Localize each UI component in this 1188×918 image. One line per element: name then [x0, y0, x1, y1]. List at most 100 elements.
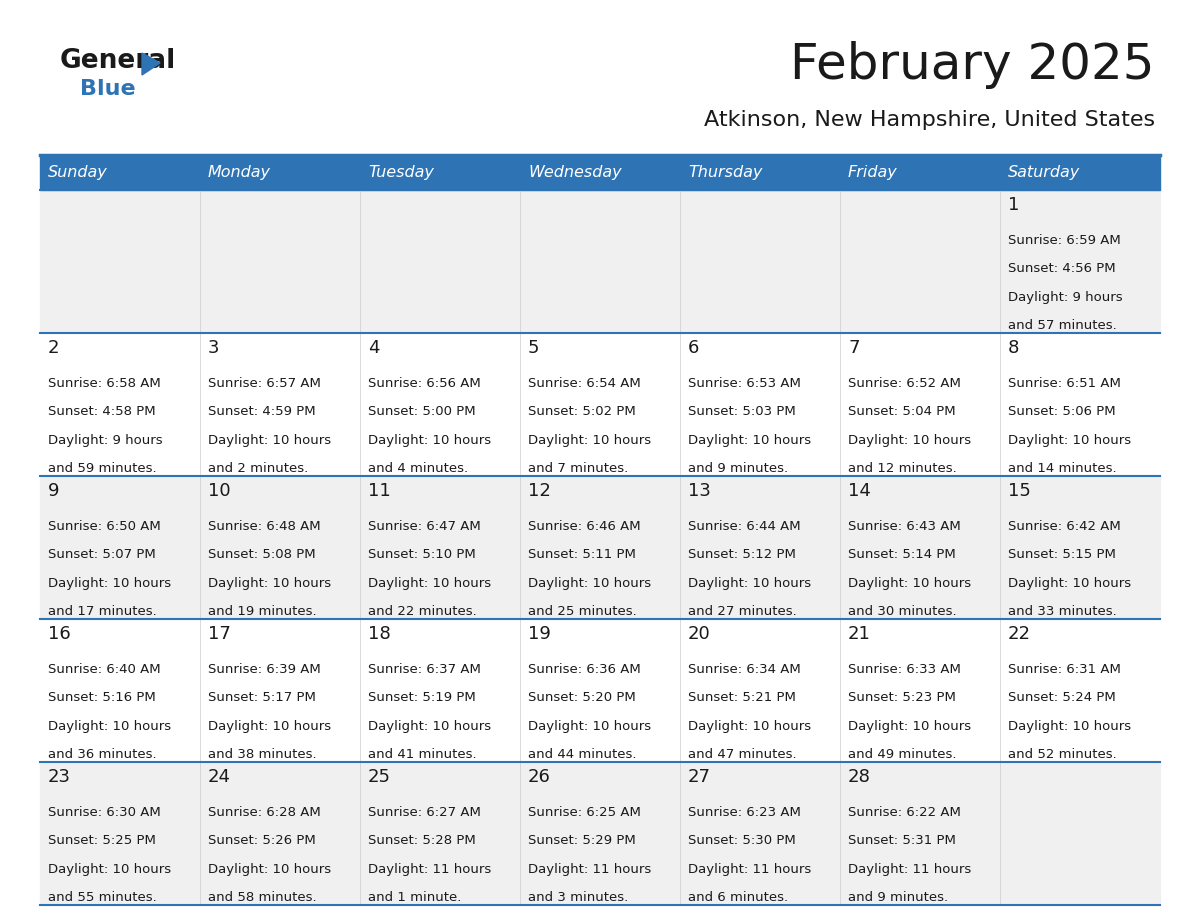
Text: Sunset: 5:07 PM: Sunset: 5:07 PM: [48, 548, 156, 561]
Bar: [1000, 476, 1159, 619]
Bar: [40, 155, 200, 190]
Bar: [360, 619, 520, 762]
Text: Sunrise: 6:58 AM: Sunrise: 6:58 AM: [48, 376, 160, 389]
Text: Sunrise: 6:37 AM: Sunrise: 6:37 AM: [368, 663, 481, 676]
Text: Sunset: 4:56 PM: Sunset: 4:56 PM: [1007, 263, 1116, 275]
Text: Sunrise: 6:28 AM: Sunrise: 6:28 AM: [208, 805, 321, 819]
Bar: [1000, 762, 1159, 905]
Bar: [840, 476, 1000, 619]
Text: Sunset: 5:26 PM: Sunset: 5:26 PM: [208, 834, 316, 847]
Text: and 38 minutes.: and 38 minutes.: [208, 747, 317, 761]
Text: Sunset: 5:19 PM: Sunset: 5:19 PM: [368, 691, 475, 704]
Text: Daylight: 10 hours: Daylight: 10 hours: [848, 577, 971, 590]
Bar: [1000, 333, 1159, 476]
Text: 27: 27: [688, 768, 710, 786]
Text: and 14 minutes.: and 14 minutes.: [1007, 462, 1117, 475]
Bar: [840, 190, 1000, 333]
Text: Sunrise: 6:57 AM: Sunrise: 6:57 AM: [208, 376, 321, 389]
Text: Daylight: 10 hours: Daylight: 10 hours: [688, 434, 811, 447]
Text: and 9 minutes.: and 9 minutes.: [848, 890, 948, 903]
Bar: [200, 190, 360, 333]
Text: Sunrise: 6:30 AM: Sunrise: 6:30 AM: [48, 805, 160, 819]
Text: and 1 minute.: and 1 minute.: [368, 890, 461, 903]
Text: Daylight: 10 hours: Daylight: 10 hours: [527, 720, 651, 733]
Text: Sunset: 4:59 PM: Sunset: 4:59 PM: [208, 406, 316, 419]
Text: Sunrise: 6:42 AM: Sunrise: 6:42 AM: [1007, 520, 1120, 532]
Text: Daylight: 10 hours: Daylight: 10 hours: [527, 577, 651, 590]
Text: and 44 minutes.: and 44 minutes.: [527, 747, 637, 761]
Text: Daylight: 10 hours: Daylight: 10 hours: [368, 434, 491, 447]
Text: Daylight: 9 hours: Daylight: 9 hours: [1007, 291, 1123, 304]
Text: 19: 19: [527, 625, 551, 643]
Text: and 4 minutes.: and 4 minutes.: [368, 462, 468, 475]
Text: Sunrise: 6:25 AM: Sunrise: 6:25 AM: [527, 805, 640, 819]
Text: Sunset: 5:30 PM: Sunset: 5:30 PM: [688, 834, 796, 847]
Text: Daylight: 10 hours: Daylight: 10 hours: [208, 720, 331, 733]
Bar: [200, 155, 360, 190]
Text: Daylight: 10 hours: Daylight: 10 hours: [848, 720, 971, 733]
Text: Sunset: 5:08 PM: Sunset: 5:08 PM: [208, 548, 316, 561]
Text: 11: 11: [368, 482, 391, 500]
Text: Daylight: 10 hours: Daylight: 10 hours: [48, 577, 171, 590]
Text: and 59 minutes.: and 59 minutes.: [48, 462, 157, 475]
Text: Sunrise: 6:59 AM: Sunrise: 6:59 AM: [1007, 233, 1120, 247]
Text: Daylight: 10 hours: Daylight: 10 hours: [368, 577, 491, 590]
Text: Sunrise: 6:40 AM: Sunrise: 6:40 AM: [48, 663, 160, 676]
Bar: [1000, 190, 1159, 333]
Bar: [680, 619, 840, 762]
Text: Daylight: 10 hours: Daylight: 10 hours: [368, 720, 491, 733]
Text: Sunset: 5:20 PM: Sunset: 5:20 PM: [527, 691, 636, 704]
Text: Daylight: 10 hours: Daylight: 10 hours: [527, 434, 651, 447]
Text: Sunset: 5:11 PM: Sunset: 5:11 PM: [527, 548, 636, 561]
Text: 22: 22: [1007, 625, 1031, 643]
Text: 20: 20: [688, 625, 710, 643]
Text: 9: 9: [48, 482, 59, 500]
Text: Sunset: 5:00 PM: Sunset: 5:00 PM: [368, 406, 475, 419]
Text: Sunrise: 6:34 AM: Sunrise: 6:34 AM: [688, 663, 801, 676]
Bar: [840, 619, 1000, 762]
Text: Daylight: 11 hours: Daylight: 11 hours: [527, 863, 651, 876]
Text: Daylight: 10 hours: Daylight: 10 hours: [1007, 577, 1131, 590]
Text: Wednesday: Wednesday: [527, 165, 621, 180]
Text: and 47 minutes.: and 47 minutes.: [688, 747, 797, 761]
Text: Sunset: 5:04 PM: Sunset: 5:04 PM: [848, 406, 955, 419]
Text: and 27 minutes.: and 27 minutes.: [688, 605, 797, 618]
Text: Sunset: 5:29 PM: Sunset: 5:29 PM: [527, 834, 636, 847]
Text: Thursday: Thursday: [688, 165, 763, 180]
Bar: [200, 476, 360, 619]
Text: Daylight: 10 hours: Daylight: 10 hours: [48, 720, 171, 733]
Text: Daylight: 10 hours: Daylight: 10 hours: [848, 434, 971, 447]
Bar: [520, 762, 680, 905]
Text: Sunrise: 6:53 AM: Sunrise: 6:53 AM: [688, 376, 801, 389]
Text: Sunrise: 6:39 AM: Sunrise: 6:39 AM: [208, 663, 321, 676]
Bar: [680, 190, 840, 333]
Text: and 12 minutes.: and 12 minutes.: [848, 462, 956, 475]
Bar: [520, 190, 680, 333]
Text: Sunset: 5:23 PM: Sunset: 5:23 PM: [848, 691, 956, 704]
Text: Sunrise: 6:44 AM: Sunrise: 6:44 AM: [688, 520, 801, 532]
Text: Sunset: 5:21 PM: Sunset: 5:21 PM: [688, 691, 796, 704]
Bar: [520, 476, 680, 619]
Bar: [1000, 619, 1159, 762]
Text: Sunset: 5:17 PM: Sunset: 5:17 PM: [208, 691, 316, 704]
Text: Sunrise: 6:27 AM: Sunrise: 6:27 AM: [368, 805, 481, 819]
Bar: [680, 333, 840, 476]
Text: and 17 minutes.: and 17 minutes.: [48, 605, 157, 618]
Text: Daylight: 11 hours: Daylight: 11 hours: [368, 863, 492, 876]
Text: 7: 7: [848, 339, 859, 357]
Bar: [520, 333, 680, 476]
Text: Sunset: 5:06 PM: Sunset: 5:06 PM: [1007, 406, 1116, 419]
Bar: [680, 155, 840, 190]
Text: 13: 13: [688, 482, 710, 500]
Text: and 6 minutes.: and 6 minutes.: [688, 890, 788, 903]
Text: Saturday: Saturday: [1007, 165, 1080, 180]
Bar: [40, 333, 200, 476]
Text: Daylight: 10 hours: Daylight: 10 hours: [1007, 720, 1131, 733]
Text: 14: 14: [848, 482, 871, 500]
Bar: [200, 333, 360, 476]
Text: 24: 24: [208, 768, 230, 786]
Text: and 7 minutes.: and 7 minutes.: [527, 462, 628, 475]
Text: Daylight: 11 hours: Daylight: 11 hours: [688, 863, 811, 876]
Text: and 41 minutes.: and 41 minutes.: [368, 747, 476, 761]
Text: and 25 minutes.: and 25 minutes.: [527, 605, 637, 618]
